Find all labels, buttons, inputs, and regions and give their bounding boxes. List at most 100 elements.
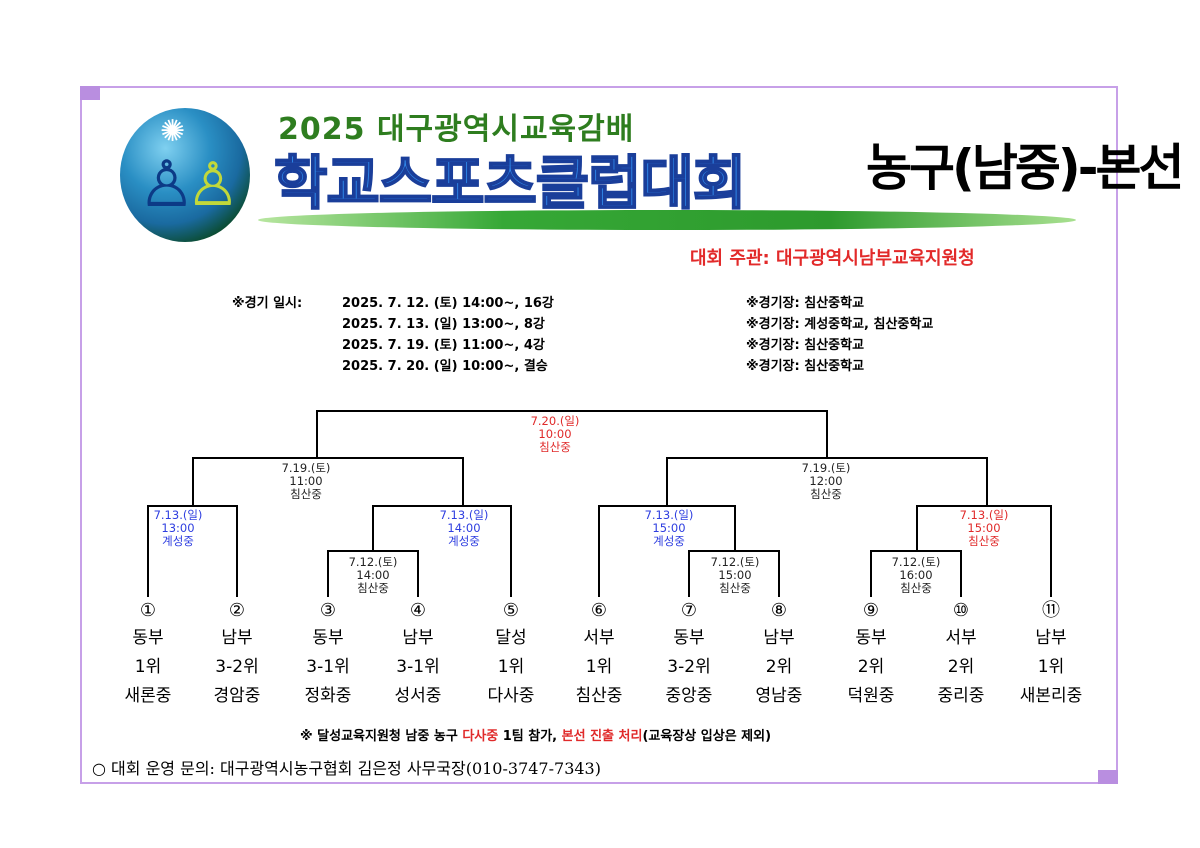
match-date: 7.13.(일) [959, 508, 1009, 522]
note-highlight: 다사중 [462, 729, 499, 744]
bracket-line [960, 550, 962, 597]
team-school: 덕원중 [847, 686, 895, 706]
match-quarterfinal: 7.13.(일) 15:00 계성중 [645, 509, 694, 548]
match-time: 14:00 [447, 521, 481, 535]
team-rank: 1위 [1037, 657, 1065, 677]
match-date: 7.13.(일) [644, 508, 694, 522]
match-date: 7.13.(일) [153, 508, 203, 522]
tournament-year-title: 2025 대구광역시교육감배 [278, 112, 635, 147]
team-entry: ② 남부 3-2위 경암중 [192, 600, 282, 711]
match-date: 7.19.(토) [281, 461, 331, 475]
schedule-venue: ※경기장: 침산중학교 [746, 359, 865, 374]
team-number: ③ [319, 600, 337, 621]
team-number: ⑥ [590, 600, 608, 621]
team-region: 남부 [221, 628, 253, 648]
schedule-venue: ※경기장: 침산중학교 [746, 296, 865, 311]
bracket-line [916, 505, 1052, 507]
team-rank: 2위 [947, 657, 975, 677]
match-place: 계성중 [653, 534, 685, 548]
match-time: 11:00 [289, 474, 323, 488]
team-school: 다사중 [487, 686, 535, 706]
match-time: 13:00 [161, 521, 195, 535]
match-place: 침산중 [719, 581, 751, 595]
tournament-main-title: 학교스포츠클럽대회 [273, 148, 747, 218]
bracket-line [372, 505, 374, 551]
match-place: 침산중 [290, 487, 322, 501]
bracket-line [778, 550, 780, 597]
team-number: ⑦ [680, 600, 698, 621]
bracket-line [666, 457, 988, 459]
entry-note: ※ 달성교육지원청 남중 농구 다사중 1팀 참가, 본선 진출 처리(교육장상… [300, 725, 771, 744]
match-date: 7.20.(일) [530, 414, 580, 428]
team-school: 새론중 [124, 686, 172, 706]
team-number: ② [228, 600, 246, 621]
bracket-line [462, 457, 464, 506]
bracket-line [826, 410, 828, 458]
match-place: 침산중 [357, 581, 389, 595]
host-organization: 대회 주관: 대구광역시남부교육지원청 [690, 248, 975, 269]
note-text: ※ 달성교육지원청 남중 농구 [300, 729, 463, 744]
team-rank: 3-1위 [396, 657, 440, 677]
bracket-line [147, 505, 149, 597]
match-time: 16:00 [899, 568, 933, 582]
bracket-line [870, 550, 962, 552]
bracket-line [192, 457, 464, 459]
team-number: ⑩ [952, 600, 970, 621]
bracket-line [986, 457, 988, 506]
bracket-line [510, 505, 512, 597]
schedule-date: 2025. 7. 20. (일) 10:00~, 결승 [342, 359, 548, 374]
match-quarterfinal: 7.13.(일) 15:00 침산중 [960, 509, 1009, 548]
team-entry: ⑤ 달성 1위 다사중 [466, 600, 556, 711]
schedule-venue: ※경기장: 계성중학교, 침산중학교 [746, 317, 934, 332]
bracket-line [598, 505, 600, 597]
match-place: 침산중 [539, 440, 571, 454]
schedule-date: 2025. 7. 19. (토) 11:00~, 4강 [342, 338, 545, 353]
match-time: 10:00 [538, 427, 572, 441]
team-region: 동부 [855, 628, 887, 648]
note-highlight: 본선 진출 처리 [561, 729, 643, 744]
note-text: 1팀 참가, [498, 729, 562, 744]
team-rank: 3-2위 [667, 657, 711, 677]
school-sports-logo: ✺ ♙ ♙ [120, 108, 250, 242]
team-number: ⑧ [770, 600, 788, 621]
bracket-line [147, 505, 238, 507]
team-region: 달성 [495, 628, 527, 648]
team-entry: ⑪ 남부 1위 새본리중 [1006, 600, 1096, 711]
bracket-line [734, 505, 736, 551]
note-text: (교육장상 입상은 제외) [642, 729, 772, 744]
bracket-line [870, 550, 872, 597]
bracket-line [236, 505, 238, 597]
match-date: 7.13.(일) [439, 508, 489, 522]
team-region: 동부 [312, 628, 344, 648]
match-quarterfinal: 7.13.(일) 13:00 계성중 [154, 509, 203, 548]
title-underline-bar [258, 210, 1076, 230]
schedule-date: 2025. 7. 12. (토) 14:00~, 16강 [342, 296, 554, 311]
match-date: 7.12.(토) [710, 555, 760, 569]
team-rank: 3-1위 [306, 657, 350, 677]
team-rank: 2위 [857, 657, 885, 677]
team-number: ⑨ [862, 600, 880, 621]
match-place: 침산중 [968, 534, 1000, 548]
match-place: 침산중 [810, 487, 842, 501]
team-school: 영남중 [755, 686, 803, 706]
bracket-line [688, 550, 690, 597]
team-region: 동부 [132, 628, 164, 648]
team-school: 성서중 [394, 686, 442, 706]
schedule-venue: ※경기장: 침산중학교 [746, 338, 865, 353]
bracket-line [688, 550, 780, 552]
team-number: ① [139, 600, 157, 621]
match-date: 7.19.(토) [801, 461, 851, 475]
match-date: 7.12.(토) [891, 555, 941, 569]
team-rank: 3-2위 [215, 657, 259, 677]
match-place: 침산중 [900, 581, 932, 595]
match-time: 15:00 [718, 568, 752, 582]
team-rank: 2위 [765, 657, 793, 677]
bracket-line [417, 550, 419, 597]
team-entry: ④ 남부 3-1위 성서중 [373, 600, 463, 711]
match-semifinal: 7.19.(토) 11:00 침산중 [282, 462, 331, 501]
team-school: 경암중 [213, 686, 261, 706]
team-region: 서부 [945, 628, 977, 648]
team-region: 남부 [1035, 628, 1067, 648]
match-time: 12:00 [809, 474, 843, 488]
wave-icon: ✺ [160, 114, 186, 149]
